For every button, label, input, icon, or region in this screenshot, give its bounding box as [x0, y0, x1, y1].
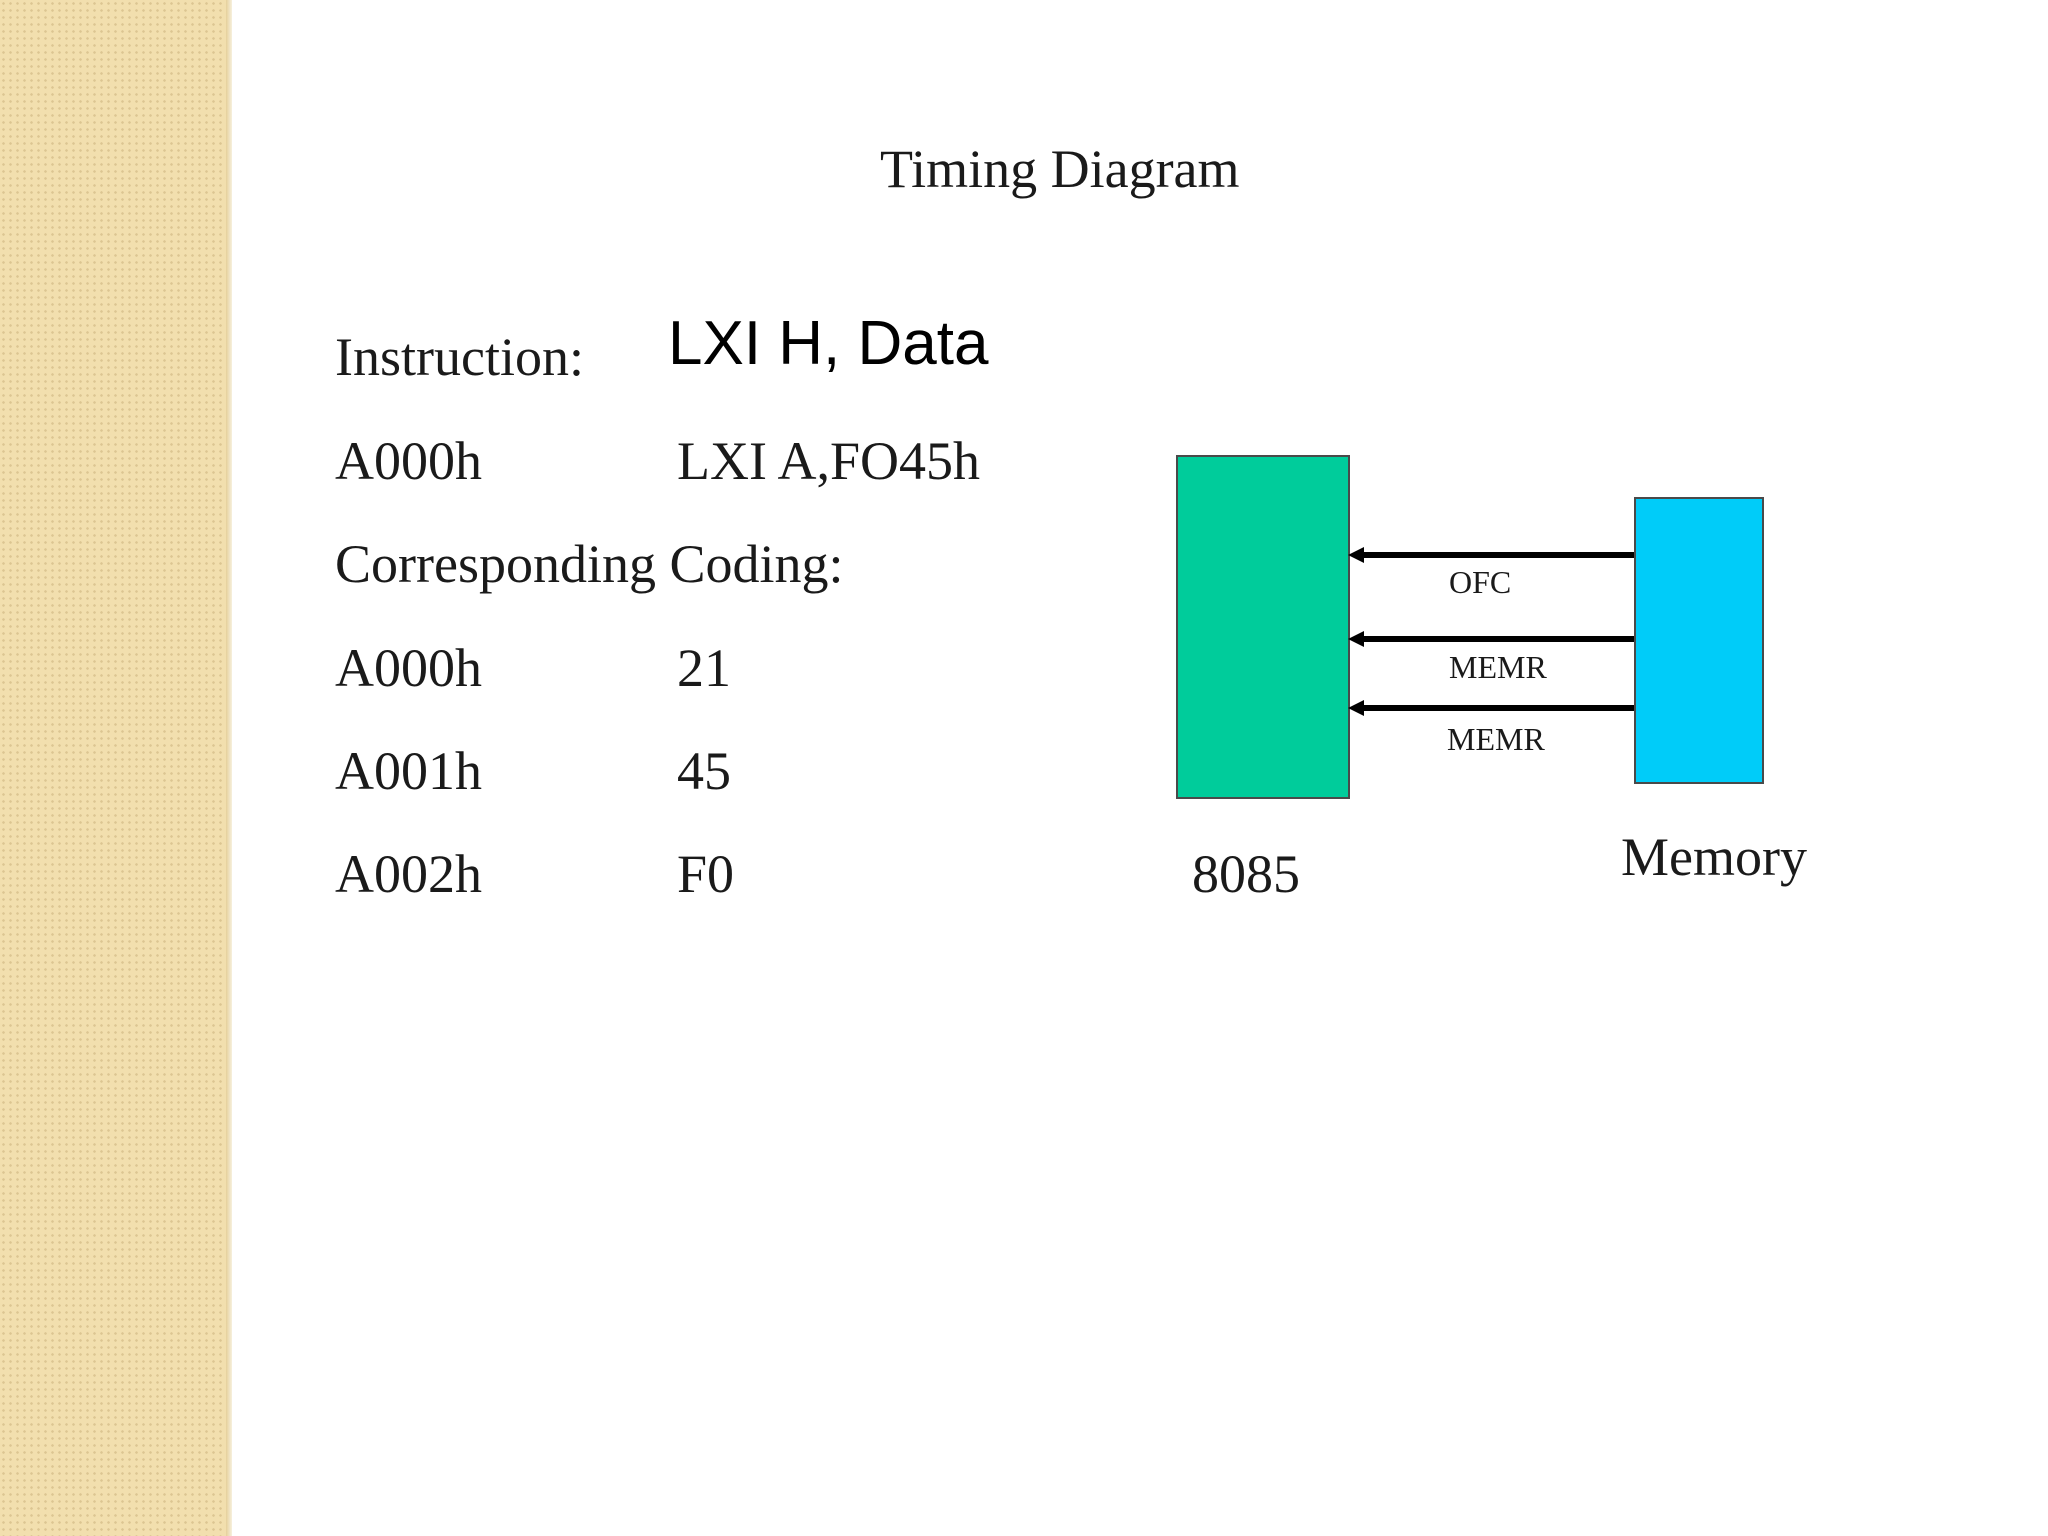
instruction-label: Instruction:: [335, 327, 584, 387]
instruction-value: LXI H, Data: [668, 309, 989, 378]
coding-row-value: 45: [677, 741, 731, 801]
coding-row-value: 21: [677, 638, 731, 698]
arrowhead-icon: [1348, 547, 1364, 563]
example-address: A000h: [335, 431, 482, 491]
arrowhead-icon: [1348, 700, 1364, 716]
arrowhead-icon: [1348, 631, 1364, 647]
decorative-side-strip: [0, 0, 228, 1536]
coding-row-value: F0: [677, 844, 735, 904]
signal-label-memr: MEMR: [1449, 649, 1547, 685]
example-code: LXI A,FO45h: [677, 431, 981, 491]
cpu-label: 8085: [1192, 844, 1300, 904]
coding-row-address: A000h: [335, 638, 482, 698]
coding-row-address: A002h: [335, 844, 482, 904]
memory-label: Memory: [1621, 827, 1807, 887]
signal-lines: [1348, 547, 1634, 716]
coding-row-address: A001h: [335, 741, 482, 801]
side-strip-edge: [226, 0, 232, 1536]
memory-block: [1634, 497, 1764, 784]
slide-title: Timing Diagram: [880, 139, 1240, 199]
cpu-block: [1176, 455, 1350, 799]
signal-label-ofc: OFC: [1449, 564, 1512, 600]
coding-label: Corresponding Coding:: [335, 534, 844, 594]
signal-label-memr: MEMR: [1447, 721, 1545, 757]
